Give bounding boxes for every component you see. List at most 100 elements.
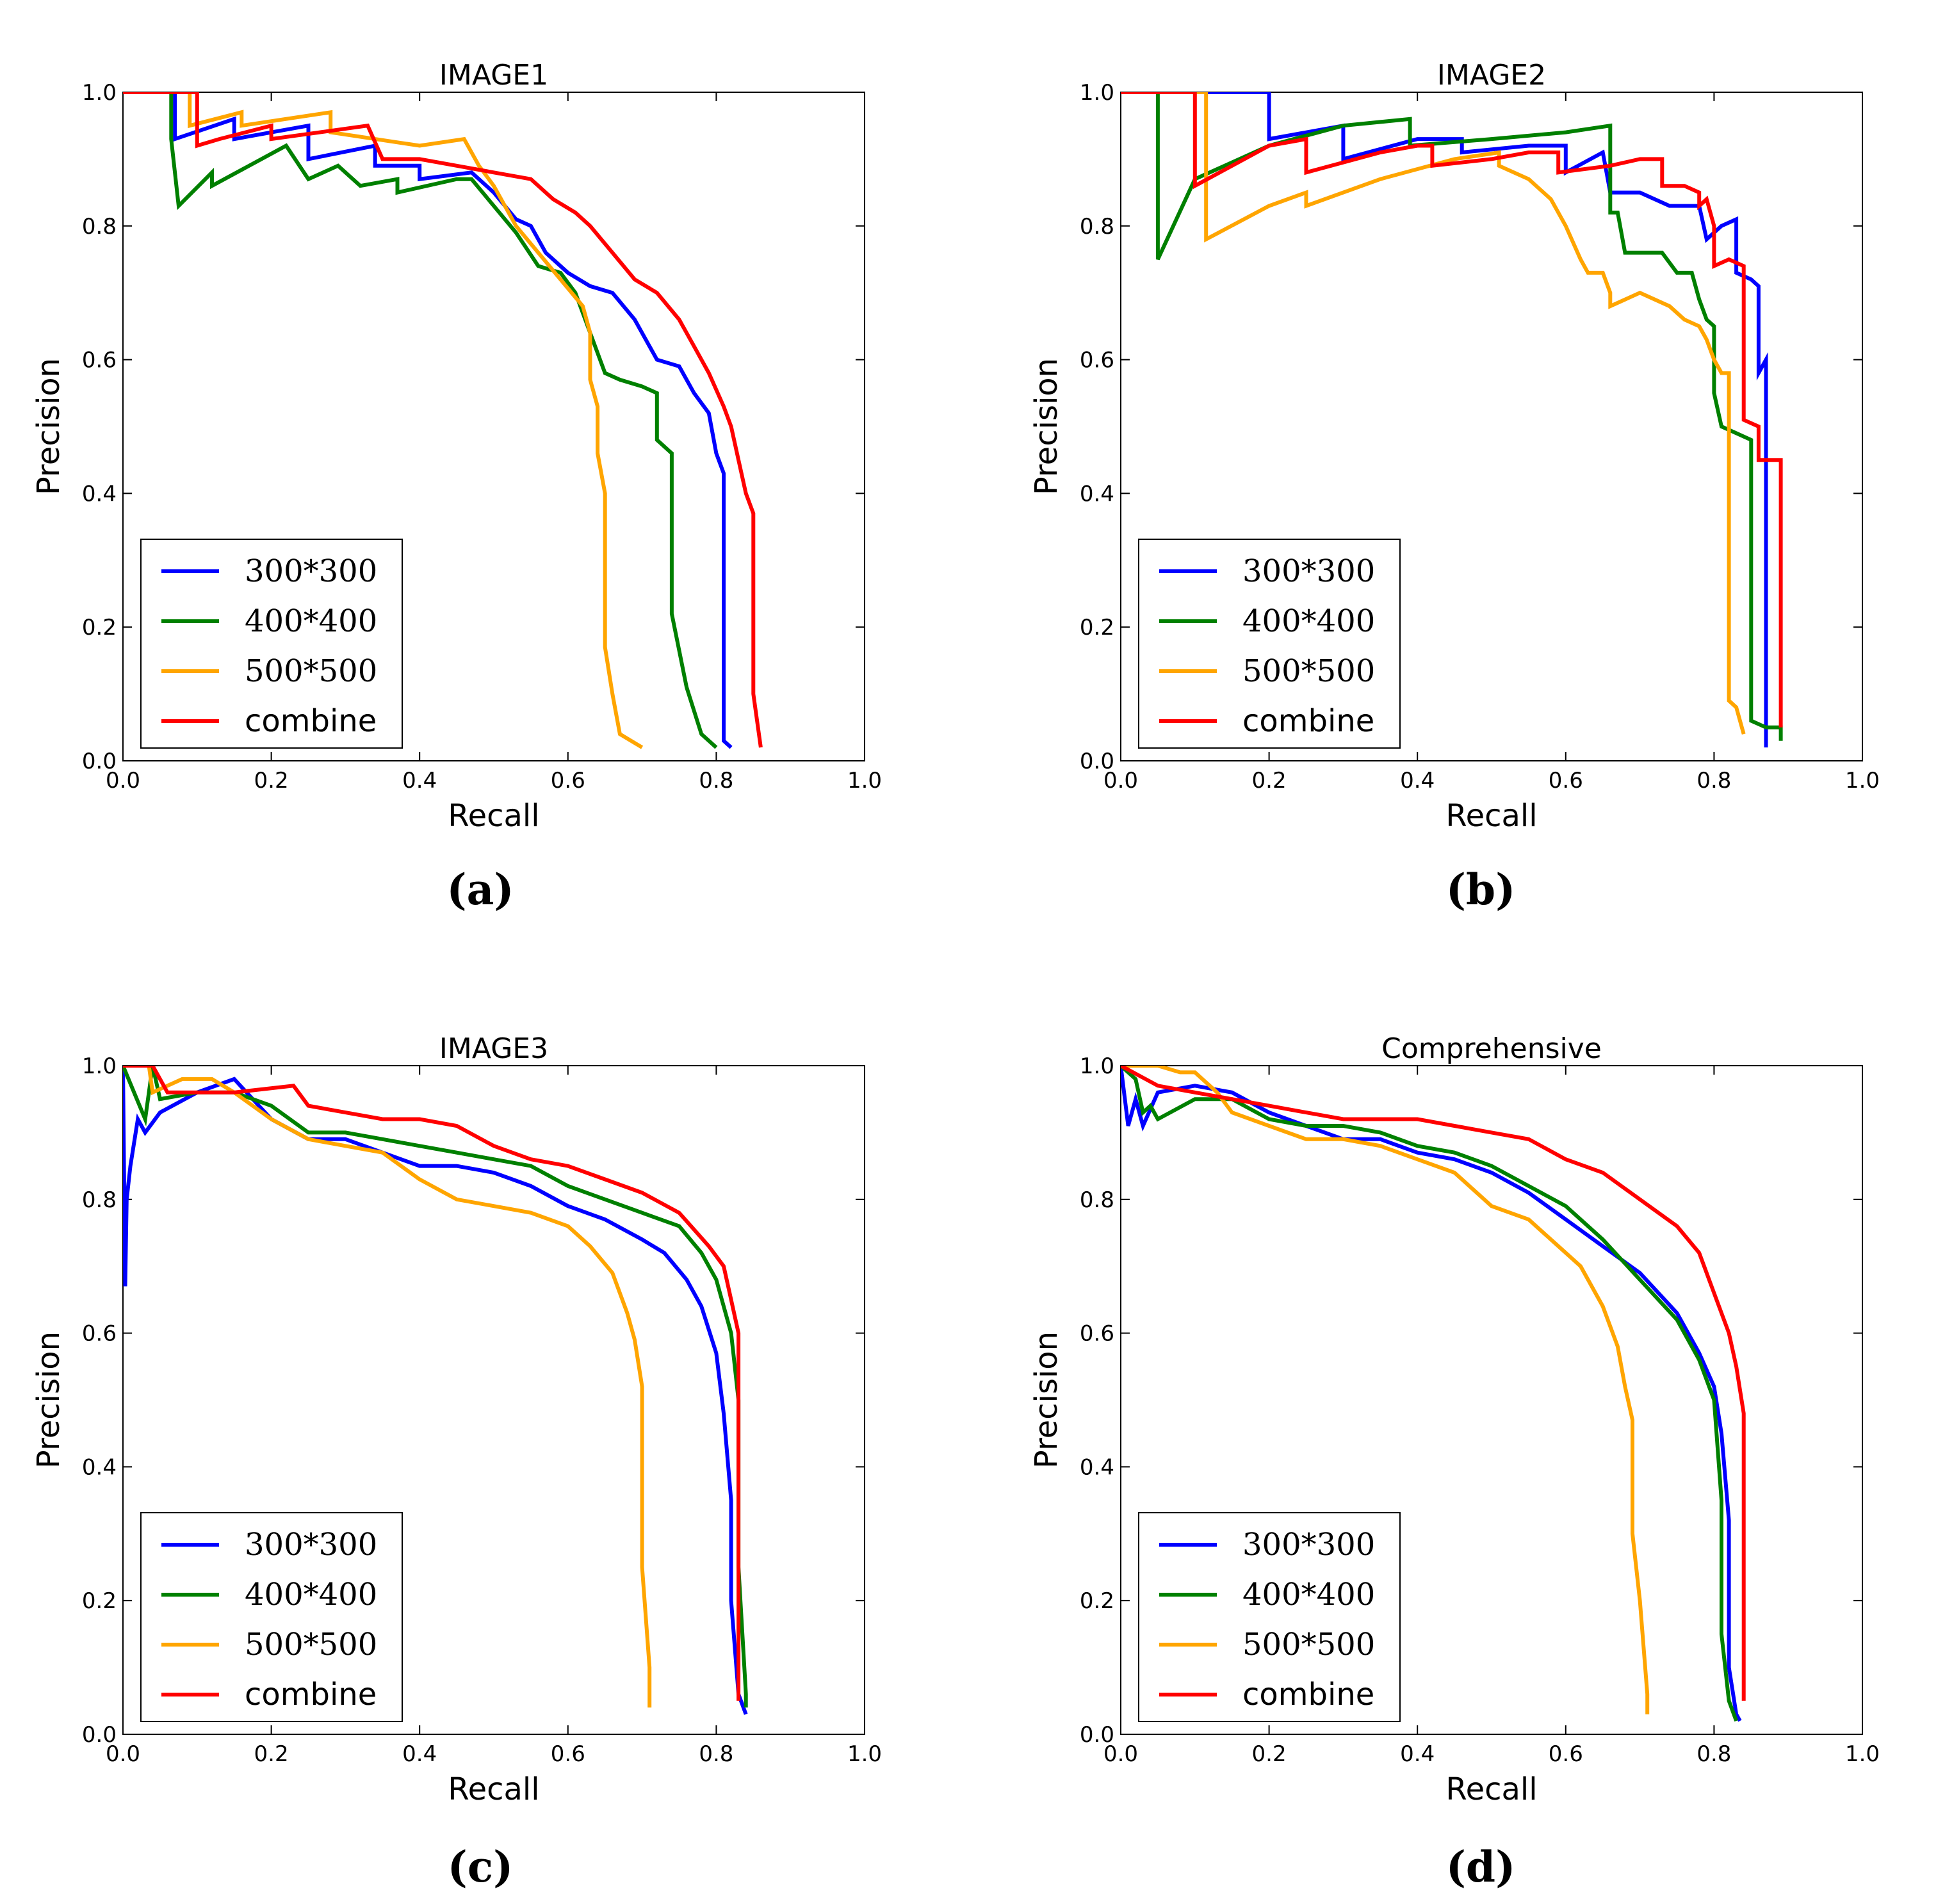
legend-entry: 400*400 [1242,603,1375,639]
legend-entry: 500*500 [245,653,377,689]
y-tick-label: 1.0 [82,80,117,106]
series-line-300x300 [1121,1066,1742,1722]
x-tick-label: 0.8 [699,768,733,793]
x-tick-label: 1.0 [1845,768,1880,793]
series-line-400x400 [123,92,718,749]
y-tick-label: 0.0 [82,1722,117,1748]
panel-caption: (d) [1446,1842,1516,1892]
legend-entry: 500*500 [1242,653,1375,689]
y-tick-label: 0.8 [1080,1187,1114,1213]
y-tick-label: 0.0 [1080,749,1114,774]
series-line-combine [123,1066,741,1701]
y-tick-label: 0.8 [82,1187,117,1213]
y-axis-label: Precision [31,358,67,495]
x-tick-label: 0.6 [551,768,585,793]
y-tick-label: 0.0 [82,749,117,774]
panel-caption: (a) [446,865,514,915]
legend-entry: 300*300 [245,1527,377,1563]
series-line-500x500 [1121,1066,1650,1714]
legend-entry: 500*500 [1242,1627,1375,1663]
series-line-combine [1121,92,1783,728]
chart-panel-3: 0.0 0.2 0.4 0.6 0.8 1.0 0.0 0.2 0.4 0.6 0.8 1.0 IMAG… [31,1032,882,1892]
x-tick-label: 0.2 [1252,768,1287,793]
plot-frame [1120,92,1863,761]
legend-entry: 400*400 [245,1577,377,1613]
legend-entry: combine [1242,1677,1374,1713]
y-tick-label: 0.2 [1080,615,1114,640]
x-tick-label: 0.0 [1103,768,1138,793]
legend-box [1138,1512,1401,1722]
y-tick-label: 0.2 [82,615,117,640]
legend-box [1138,539,1401,749]
panel-caption: (b) [1446,865,1516,915]
x-tick-label: 0.8 [1697,1741,1731,1767]
y-tick-label: 0.6 [1080,348,1114,373]
y-axis-label: Precision [1029,358,1064,495]
chart-panel-4: 0.0 0.2 0.4 0.6 0.8 1.0 0.0 0.2 0.4 0.6 0.8 1.0 Comp… [1029,1032,1880,1892]
y-tick-label: 1.0 [82,1054,117,1079]
chart-panel-2: 0.0 0.2 0.4 0.6 0.8 1.0 0.0 0.2 0.4 0.6 0.8 1.0 IMAG… [1029,59,1880,915]
y-tick-label: 0.4 [1080,481,1114,507]
y-tick-label: 1.0 [1080,1054,1114,1079]
legend-entry: combine [245,703,377,739]
chart-title: IMAGE1 [439,59,548,92]
legend-entry: 300*300 [245,553,377,589]
x-tick-label: 1.0 [1845,1741,1880,1767]
x-tick-label: 0.2 [254,1741,289,1767]
x-tick-label: 0.8 [1697,768,1731,793]
x-tick-label: 0.0 [106,1741,140,1767]
legend-box [140,1512,403,1722]
legend-entry: 400*400 [1242,1577,1375,1613]
series-line-500x500 [123,92,644,749]
y-tick-label: 0.0 [1080,1722,1114,1748]
chart-panel-1: 0.0 0.2 0.4 0.6 0.8 1.0 0.0 0.2 0.4 0.6 0.8 1.0 IMAG… [31,59,882,915]
legend: 300*300 400*400 500*500 combine [1138,1512,1401,1722]
legend-entry: 300*300 [1242,1527,1375,1563]
legend-entry: 300*300 [1242,553,1375,589]
series-line-500x500 [1121,92,1746,735]
x-tick-label: 1.0 [847,1741,882,1767]
series-line-combine [123,92,763,748]
legend: 300*300 400*400 500*500 combine [140,539,403,749]
y-tick-label: 0.6 [82,1321,117,1347]
y-tick-label: 0.4 [1080,1454,1114,1480]
x-tick-label: 0.4 [1400,768,1435,793]
plot-frame [122,1065,865,1735]
x-axis-label: Recall [1445,1771,1537,1807]
legend: 300*300 400*400 500*500 combine [1138,539,1401,749]
series-line-300x300 [123,92,733,749]
chart-title: Comprehensive [1381,1032,1602,1065]
plot-frame [122,92,865,761]
x-tick-label: 0.0 [106,768,140,793]
x-tick-label: 0.6 [1549,768,1583,793]
y-tick-label: 0.4 [82,1454,117,1480]
x-tick-label: 1.0 [847,768,882,793]
x-tick-label: 0.4 [402,768,437,793]
y-tick-label: 0.6 [1080,1321,1114,1347]
legend-entry: combine [245,1677,377,1713]
x-tick-label: 0.8 [699,1741,733,1767]
y-tick-label: 0.8 [82,214,117,240]
legend-entry: combine [1242,703,1374,739]
legend-entry: 400*400 [245,603,377,639]
x-tick-label: 0.6 [1549,1741,1583,1767]
x-tick-label: 0.2 [1252,1741,1287,1767]
x-axis-label: Recall [1445,798,1537,834]
x-axis-label: Recall [448,1771,539,1807]
legend: 300*300 400*400 500*500 combine [140,1512,403,1722]
y-tick-label: 0.6 [82,348,117,373]
x-tick-label: 0.0 [1103,1741,1138,1767]
y-tick-label: 0.2 [1080,1588,1114,1614]
series-line-400x400 [1121,1066,1738,1722]
plot-frame [1120,1065,1863,1735]
y-tick-label: 0.2 [82,1588,117,1614]
chart-title: IMAGE3 [439,1032,548,1065]
x-tick-label: 0.6 [551,1741,585,1767]
series-line-300x300 [123,1066,748,1715]
legend-box [140,539,403,749]
y-axis-label: Precision [31,1331,67,1469]
panel-caption: (c) [448,1842,514,1892]
y-axis-label: Precision [1029,1331,1064,1469]
x-tick-label: 0.4 [1400,1741,1435,1767]
